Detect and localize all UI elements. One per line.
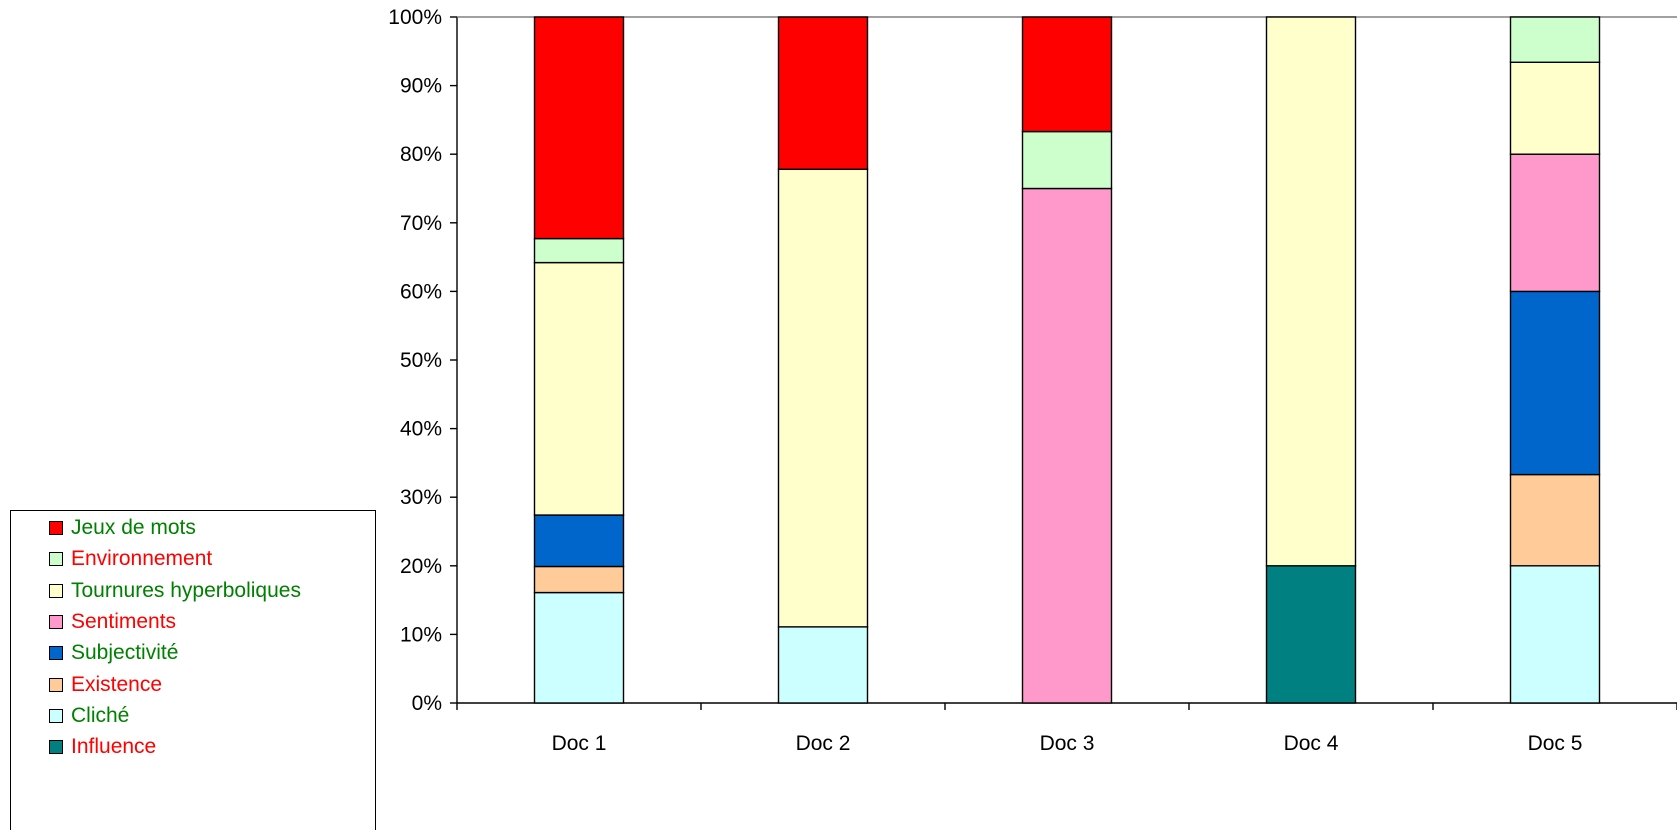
bar-segment-doc-5-7 (1509, 16, 1601, 63)
bar-segment-doc-5-6 (1509, 61, 1601, 155)
bar-segment-doc-1-6 (533, 261, 625, 516)
y-tick-label: 50% (400, 349, 442, 372)
y-tick-label: 0% (412, 692, 442, 715)
x-axis: Doc 1 Doc 2 Doc 3 Doc 4 Doc 5 (456, 702, 1677, 755)
legend-swatch (49, 552, 63, 567)
y-tick-label: 40% (400, 418, 442, 441)
legend-label: Influence (71, 735, 157, 759)
legend-item: Tournures hyperboliques (49, 576, 301, 606)
legend-swatch (49, 677, 63, 692)
bar-segment-doc-5-2 (1509, 565, 1601, 704)
y-tick-label: 80% (400, 143, 442, 166)
bar-segment-doc-1-7 (533, 237, 625, 264)
legend-item: Environnement (49, 544, 212, 574)
legend-label: Sentiments (71, 609, 177, 633)
x-tick-label: Doc 1 (552, 732, 607, 755)
y-tick-label: 70% (400, 212, 442, 235)
bar-segment-doc-1-2 (533, 591, 625, 704)
bar-segment-doc-2-8 (777, 16, 869, 170)
bar-segment-doc-1-8 (533, 16, 625, 240)
legend-swatch (49, 740, 63, 755)
legend-item: Influence (49, 732, 156, 762)
bar-segment-doc-1-4 (533, 514, 625, 568)
y-tick-label: 30% (400, 486, 442, 509)
legend-item: Sentiments (49, 607, 176, 637)
bar-segment-doc-4-6 (1265, 16, 1357, 567)
legend-swatch (49, 614, 63, 629)
bar-segment-doc-3-8 (1021, 16, 1113, 133)
legend-swatch (49, 708, 63, 723)
legend-label: Cliché (71, 703, 130, 727)
legend-label: Tournures hyperboliques (71, 578, 301, 602)
legend-label: Subjectivité (71, 641, 179, 665)
bars (533, 16, 1601, 704)
bar-segment-doc-4-1 (1265, 565, 1357, 704)
x-tick-label: Doc 2 (796, 732, 851, 755)
legend-swatch (49, 583, 63, 598)
bar-segment-doc-2-2 (777, 626, 869, 704)
bar-segment-doc-3-7 (1021, 130, 1113, 190)
bar-segment-doc-3-5 (1021, 187, 1113, 704)
legend-swatch (49, 646, 63, 661)
legend-item: Subjectivité (49, 638, 178, 668)
x-tick-label: Doc 5 (1528, 732, 1583, 755)
y-tick-label: 10% (400, 623, 442, 646)
legend-item: Cliché (49, 701, 129, 731)
y-tick-label: 60% (400, 280, 442, 303)
x-tick-label: Doc 3 (1040, 732, 1095, 755)
legend: Jeux de mots Environnement Tournures hyper… (10, 510, 376, 830)
legend-item: Jeux de mots (49, 513, 196, 543)
legend-label: Environnement (71, 547, 213, 571)
bar-segment-doc-5-3 (1509, 473, 1601, 567)
y-tick-label: 90% (400, 75, 442, 98)
y-axis: 0% 10% 20% 30% 40% 50% 60% 70% 80% 90% 100% (388, 6, 1677, 715)
bar-segment-doc-5-4 (1509, 290, 1601, 476)
legend-swatch (49, 521, 63, 535)
bar-segment-doc-5-5 (1509, 153, 1601, 293)
bar-segment-doc-1-3 (533, 565, 625, 594)
x-tick-label: Doc 4 (1284, 732, 1339, 755)
legend-item: Existence (49, 670, 162, 700)
bar-segment-doc-2-6 (777, 168, 869, 628)
legend-label: Jeux de mots (71, 516, 196, 539)
y-tick-label: 100% (388, 6, 442, 29)
legend-label: Existence (71, 672, 163, 696)
y-tick-label: 20% (400, 555, 442, 578)
